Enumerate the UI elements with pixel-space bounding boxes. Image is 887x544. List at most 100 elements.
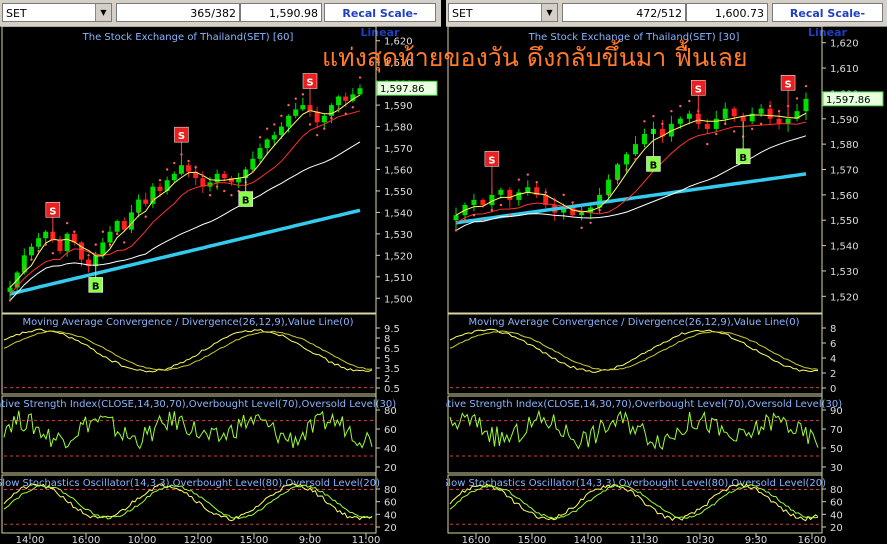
candle-body [677, 118, 683, 124]
candle-body [157, 186, 163, 191]
indicator-tick-label: 60 [384, 425, 397, 436]
ma-mid-line [455, 121, 807, 224]
sar-dot [44, 243, 47, 246]
candle-body [200, 178, 206, 187]
right-recal-scale-button[interactable]: Recal Scale-Linear [772, 3, 883, 39]
indicator-line [449, 483, 819, 522]
last-price-tag [376, 80, 438, 96]
candle-body [207, 182, 213, 187]
sar-dot [571, 201, 574, 204]
candle-body [43, 231, 49, 239]
sar-dot [688, 99, 691, 103]
sar-dot [589, 221, 592, 224]
right-chart-pane: SET ▼ 472/512 1,600.73 Recal Scale-Linea… [446, 0, 887, 544]
sar-dot [508, 213, 512, 217]
price-tick-label: 1,610 [830, 64, 859, 75]
candle-body [803, 98, 809, 112]
candle-body [453, 215, 459, 221]
candle-body [21, 255, 27, 273]
sar-dot [165, 168, 169, 171]
sar-dot [301, 93, 305, 96]
candle-body [100, 242, 106, 256]
signal-label: B [739, 153, 747, 164]
sar-dot [230, 194, 233, 197]
candle-body [221, 173, 227, 179]
sar-dot [652, 115, 655, 118]
candle-body [86, 259, 92, 267]
indicator-tick-label: 80 [384, 485, 397, 496]
sar-dot [544, 191, 547, 194]
sar-dot [130, 224, 133, 227]
candle-body [171, 173, 177, 181]
signal-marker-sell [174, 126, 189, 143]
sar-dot [481, 219, 485, 222]
sar-dot [65, 221, 69, 225]
left-chart-svg[interactable]: 1,6201,6101,6001,5901,5801,5701,5601,550… [0, 26, 441, 544]
sar-dot [194, 166, 197, 169]
chevron-down-icon[interactable]: ▼ [95, 4, 111, 21]
price-tick-label: 1,540 [830, 242, 859, 253]
price-tick-label: 1,520 [384, 251, 413, 262]
price-tick-label: 1,620 [384, 37, 413, 48]
candle-body [57, 240, 63, 252]
price-tick-label: 1,500 [384, 294, 413, 305]
indicator-tick-label: 20 [384, 463, 397, 474]
candle-body [36, 238, 42, 247]
candle-body [257, 148, 263, 159]
candle-body [686, 113, 692, 119]
right-chart-svg[interactable]: 1,6201,6101,6001,5901,5801,5701,5601,550… [446, 26, 887, 544]
candle-body [624, 154, 630, 165]
candle-body [193, 171, 199, 179]
price-tick-label: 1,580 [830, 140, 859, 151]
candle-body [214, 173, 220, 183]
left-recal-scale-button[interactable]: Recal Scale-Linear [324, 3, 436, 39]
candle-body [114, 221, 120, 232]
candle-body [278, 126, 284, 136]
ma-mid-line [9, 110, 361, 295]
sar-dot [526, 173, 529, 176]
signal-marker-sell [780, 75, 796, 91]
sar-dot [187, 159, 190, 163]
candle-body [28, 246, 34, 256]
price-tick-label: 1,570 [830, 166, 859, 177]
candle-body [498, 189, 504, 195]
candle-body [121, 221, 127, 230]
chevron-down-icon[interactable]: ▼ [541, 4, 557, 21]
sar-dot [330, 116, 333, 120]
sar-dot [625, 168, 628, 171]
right-symbol-select[interactable]: SET ▼ [448, 3, 558, 22]
indicator-tick-label: 2 [384, 374, 390, 385]
sar-dot [750, 127, 754, 131]
sar-dot [208, 194, 212, 197]
macd-panel-title: Moving Average Convergence / Divergence(… [23, 317, 354, 328]
sar-dot [308, 123, 312, 126]
indicator-tick-label: 8 [830, 324, 836, 335]
candle-body [107, 231, 113, 243]
stoch-panel-title: Slow Stochastics Oscillator(14,3,3),Over… [0, 478, 380, 489]
candle-body [507, 189, 513, 200]
candle-body [659, 128, 665, 137]
signal-marker-sell [302, 73, 318, 89]
left-symbol-select[interactable]: SET ▼ [2, 3, 112, 22]
sar-dot [73, 230, 76, 233]
indicator-line [449, 409, 819, 451]
candle-body [300, 105, 306, 110]
sar-dot [173, 161, 176, 165]
left-count-box: 365/382 [116, 3, 240, 22]
indicator-line [3, 484, 372, 520]
signal-label: S [695, 84, 702, 95]
right-count-box: 472/512 [562, 3, 686, 22]
indicator-tick-label: 50 [830, 444, 843, 455]
signal-marker-buy [238, 191, 253, 207]
indicator-tick-label: 60 [830, 498, 843, 509]
indicator-line [449, 328, 819, 373]
sar-dot [351, 106, 355, 109]
candle-body [250, 158, 256, 170]
right-value-box: 1,600.73 [686, 3, 768, 22]
signal-label: B [650, 160, 658, 171]
signal-marker-sell [691, 80, 706, 96]
sar-dot [759, 122, 763, 126]
sar-dot [517, 178, 521, 181]
candle-body [7, 287, 13, 292]
sar-dot [454, 229, 458, 232]
